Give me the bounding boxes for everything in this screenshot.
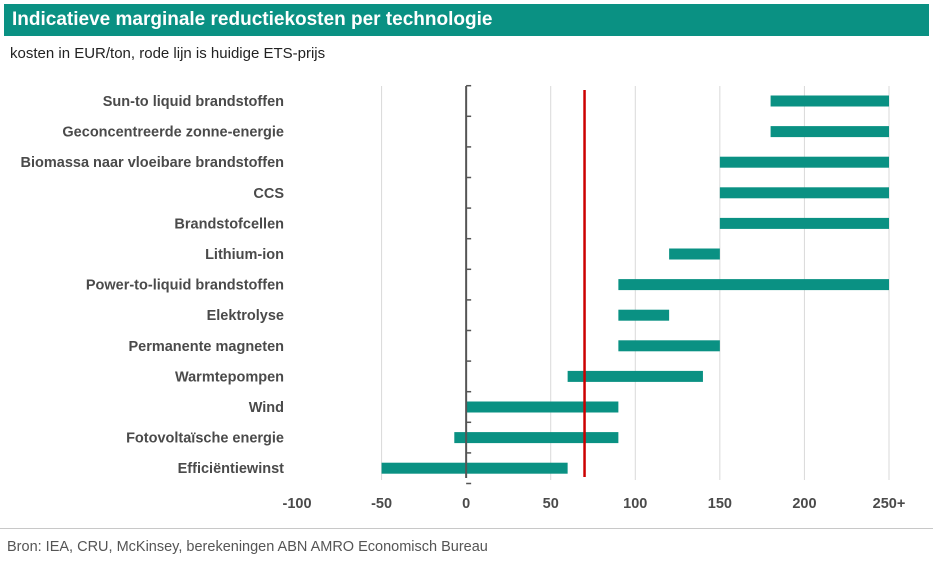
category-label: Elektrolyse xyxy=(207,308,284,324)
footer-divider xyxy=(0,528,933,529)
bar-13 xyxy=(381,462,568,474)
bar-12 xyxy=(454,432,619,444)
bar-10 xyxy=(567,370,703,382)
bar-8 xyxy=(618,309,670,321)
bar-5 xyxy=(719,217,889,229)
y-axis xyxy=(465,84,472,485)
x-tick-label: 0 xyxy=(462,496,470,512)
x-tick-label: 250+ xyxy=(873,496,906,512)
bar-9 xyxy=(618,340,720,352)
bars xyxy=(381,95,889,474)
source-note: Bron: IEA, CRU, McKinsey, berekeningen A… xyxy=(7,539,488,555)
category-labels: Sun-to liquid brandstoffen Geconcentreerd… xyxy=(21,94,285,477)
bar-3 xyxy=(719,156,889,168)
chart-subtitle: kosten in EUR/ton, rode lijn is huidige … xyxy=(10,45,326,62)
x-tick-label: 50 xyxy=(543,496,559,512)
bar-7 xyxy=(618,279,889,291)
x-tick-labels: -100 -50 0 50 100 150 200 250+ xyxy=(282,496,905,512)
category-label: Permanente magneten xyxy=(128,339,284,355)
category-label: CCS xyxy=(253,186,284,202)
bar-2 xyxy=(770,126,889,138)
range-bar-chart: Sun-to liquid brandstoffen Geconcentreerd… xyxy=(21,84,905,512)
category-label: Fotovoltaïsche energie xyxy=(126,431,284,447)
category-label: Sun-to liquid brandstoffen xyxy=(103,94,284,110)
bar-1 xyxy=(770,95,889,107)
x-tick-label: 200 xyxy=(792,496,816,512)
x-tick-label: 100 xyxy=(623,496,647,512)
category-label: Warmtepompen xyxy=(175,369,284,385)
category-label: Wind xyxy=(249,400,284,416)
category-label: Geconcentreerde zonne-energie xyxy=(62,125,284,141)
category-label: Power-to-liquid brandstoffen xyxy=(86,278,284,294)
chart-title: Indicatieve marginale reductiekosten per… xyxy=(4,4,929,36)
x-tick-label: -100 xyxy=(282,496,311,512)
bar-11 xyxy=(466,401,619,413)
category-label: Biomassa naar vloeibare brandstoffen xyxy=(21,155,285,171)
x-tick-label: 150 xyxy=(708,496,732,512)
bar-4 xyxy=(719,187,889,199)
category-label: Efficiëntiewinst xyxy=(178,461,285,477)
category-label: Brandstofcellen xyxy=(174,216,284,232)
bar-6 xyxy=(669,248,720,260)
category-label: Lithium-ion xyxy=(205,247,284,263)
x-tick-label: -50 xyxy=(371,496,392,512)
